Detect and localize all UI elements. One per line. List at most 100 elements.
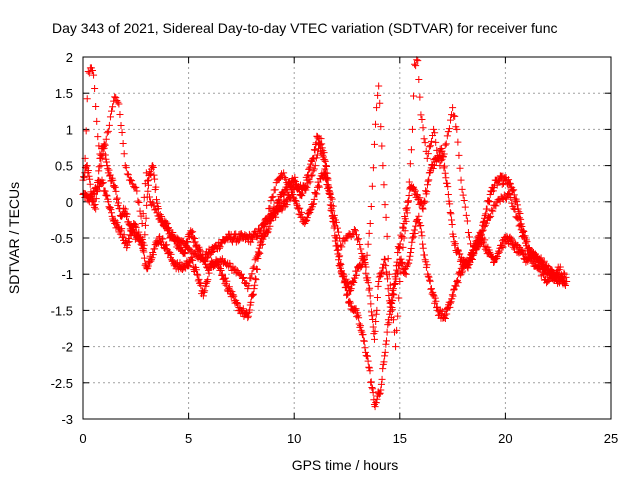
data-point [442,174,450,182]
data-point [330,211,338,219]
data-point [455,247,463,255]
data-point [250,285,258,293]
data-point [454,279,462,287]
data-point [103,162,111,170]
data-point [417,228,425,236]
data-point [410,233,418,241]
data-point [382,337,390,345]
data-point [149,164,157,172]
data-point [372,310,380,318]
data-point [457,176,465,184]
data-point [455,151,463,159]
data-point [298,208,306,216]
data-point [463,217,471,225]
data-point [387,296,395,304]
data-point [427,285,435,293]
data-point [377,386,385,394]
data-point [123,210,131,218]
data-point [515,208,523,216]
data-point [381,352,389,360]
data-point [105,121,113,129]
data-point [446,200,454,208]
y-axis-label: SDTVAR / TECUs [6,182,22,294]
data-point [122,164,130,172]
data-point [526,250,534,258]
data-point [204,276,212,284]
data-point [94,133,102,141]
data-point [375,277,383,285]
data-point [99,179,107,187]
data-point [448,221,456,229]
data-point [400,234,408,242]
data-point [410,92,418,100]
data-point [248,270,256,278]
data-point [143,201,151,209]
data-point [152,196,160,204]
data-point [458,185,466,193]
data-point [544,277,552,285]
data-point [446,303,454,311]
data-point [410,185,418,193]
data-point [373,104,381,112]
data-point [413,191,421,199]
data-point [453,125,461,133]
data-point [489,187,497,195]
data-point [454,246,462,254]
data-point [99,150,107,158]
data-point [477,231,485,239]
data-point [373,306,381,314]
data-point [393,326,401,334]
y-tick-label: 1 [66,122,73,137]
data-point [293,200,301,208]
data-point [540,257,548,265]
data-point [461,203,469,211]
data-point [388,306,396,314]
data-point [108,209,116,217]
data-point [158,218,166,226]
data-point [122,209,130,217]
data-point [319,151,327,159]
data-point [424,272,432,280]
data-point [505,189,513,197]
data-point [391,280,399,288]
data-point [128,226,136,234]
data-point [465,233,473,241]
data-point [517,226,525,234]
data-point [423,181,431,189]
data-point [303,217,311,225]
data-point [361,344,369,352]
data-point [366,367,374,375]
data-point [139,246,147,254]
data-point [108,107,116,115]
data-point [498,244,506,252]
data-point [421,198,429,206]
data-point [402,270,410,278]
data-point [244,312,252,320]
data-point [556,263,564,271]
data-point [398,258,406,266]
data-point [350,225,358,233]
data-point [114,199,122,207]
data-point [493,252,501,260]
data-point [195,275,203,283]
data-point [391,279,399,287]
data-point [144,187,152,195]
data-point [95,163,103,171]
data-point [248,234,256,242]
data-point [376,99,384,107]
data-point [378,270,386,278]
data-point [424,177,432,185]
data-point [317,135,325,143]
data-point [405,256,413,264]
data-point [424,150,432,158]
data-point [185,262,193,270]
data-point [451,240,459,248]
data-point [104,198,112,206]
data-point [399,243,407,251]
data-point [80,174,88,182]
data-point [104,127,112,135]
data-point [386,310,394,318]
data-point [161,241,169,249]
x-tick-label: 20 [498,431,512,446]
